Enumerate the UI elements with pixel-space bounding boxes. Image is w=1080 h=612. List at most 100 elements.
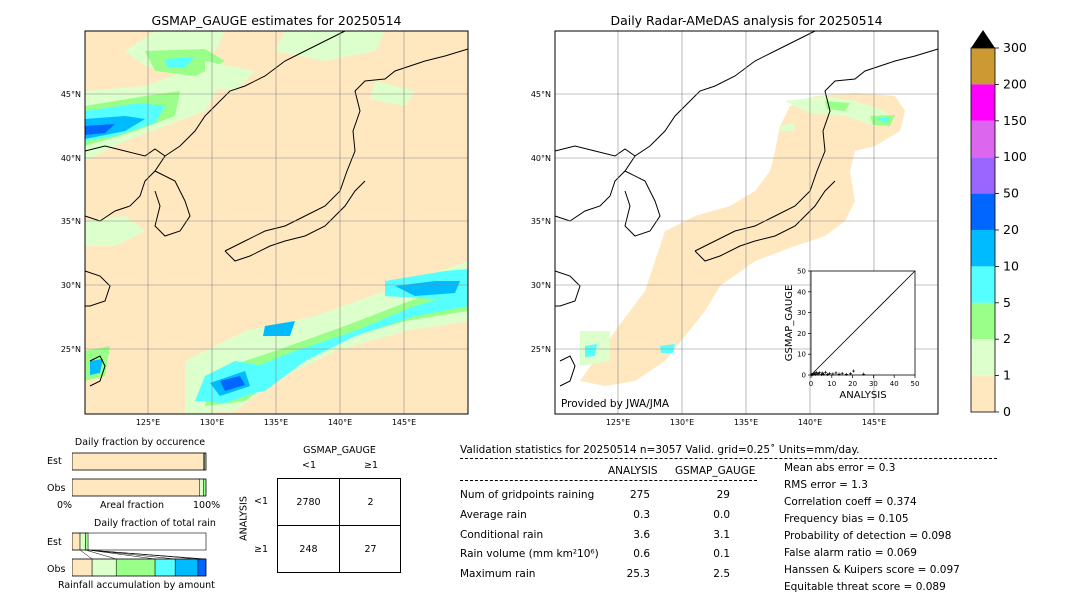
colorbar-segment (971, 120, 995, 158)
stats-row-analysis: 25.3 (626, 568, 650, 580)
contingency-cell: 27 (364, 544, 377, 555)
stats-row-gsmap: 2.5 (713, 568, 730, 580)
right-map-frame (554, 30, 939, 415)
stats-row-label: Rain volume (mm km²10⁶) (460, 548, 599, 560)
scatter-point (852, 369, 856, 373)
scatter-x-tick-label: 30 (869, 380, 878, 388)
right-map-coastlines (554, 30, 939, 387)
contingency-cell: 2780 (296, 497, 321, 508)
left-lat-label: 25°N (61, 345, 81, 354)
stats-header: Validation statistics for 20250514 n=305… (460, 444, 860, 456)
contingency-table: 2780 2 248 27 (277, 478, 401, 573)
stats-row-analysis: 3.6 (633, 529, 650, 541)
colorbar-segment (971, 157, 995, 194)
right-map-title: Daily Radar-AMeDAS analysis for 20250514 (610, 13, 883, 28)
occurrence-xlabel: Areal fraction (100, 500, 165, 511)
stats-row-label: Conditional rain (460, 529, 544, 541)
bar-connector (88, 549, 156, 560)
right-map-graticule (555, 31, 938, 414)
bar-connector (88, 549, 207, 560)
scatter-ylabel: GSMAP_GAUGE (784, 285, 795, 362)
score-line: Equitable threat score = 0.089 (784, 581, 946, 593)
right-lat-label: 35°N (531, 217, 551, 226)
stats-col-analysis: ANALYSIS (608, 465, 658, 477)
colorbar-segment (971, 84, 995, 121)
scatter-points (810, 369, 866, 377)
colorbar-tick-label: 5 (1003, 295, 1011, 310)
score-line: Probability of detection = 0.098 (784, 530, 952, 542)
score-line: Frequency bias = 0.105 (784, 513, 909, 525)
left-map-coastlines (84, 30, 469, 387)
stats-row-analysis: 275 (629, 489, 650, 501)
left-map-title: GSMAP_GAUGE estimates for 20250514 (151, 13, 402, 28)
scatter-point (834, 371, 838, 375)
total-rain-est-label: Est (47, 537, 62, 548)
colorbar-tick-label: 10 (1003, 258, 1019, 273)
left-lon-label: 145°E (392, 418, 416, 427)
stats-row-gsmap: 0.1 (713, 548, 730, 560)
left-map-graticule (85, 31, 468, 414)
right-lat-label: 25°N (531, 345, 551, 354)
total-rain-bars (72, 532, 207, 577)
scatter-point (813, 372, 817, 376)
left-lon-label: 140°E (328, 418, 352, 427)
scatter-inset: 0 10 20 30 40 50 0 10 20 30 40 50 ANALYSIS GSMAP_GA… (784, 268, 920, 402)
left-map-frame (84, 30, 469, 415)
bar-segment (174, 558, 199, 577)
contingency-col-label: ≥1 (364, 460, 379, 471)
scatter-x-tick-label: 20 (848, 380, 857, 388)
scatter-y-tick-label: 40 (797, 288, 806, 296)
occurrence-est-label: Est (47, 456, 62, 467)
scatter-point (840, 371, 844, 375)
bar-segment (199, 478, 204, 497)
colorbar-segment (971, 302, 995, 340)
score-line: RMS error = 1.3 (784, 479, 868, 491)
scatter-x-tick-label: 10 (827, 380, 836, 388)
colorbar-tick-label: 300 (1003, 40, 1027, 55)
scatter-x-tick-label: 50 (911, 380, 920, 388)
scatter-y-tick-label: 20 (797, 330, 806, 338)
score-line: Hanssen & Kuipers score = 0.097 (784, 564, 960, 576)
colorbar-tick-label: 2 (1003, 331, 1011, 346)
stats-col-gsmap: GSMAP_GAUGE (675, 465, 756, 477)
colorbar-tick-label: 50 (1003, 186, 1019, 201)
right-lat-label: 30°N (531, 281, 551, 290)
left-lon-label: 125°E (136, 418, 160, 427)
stats-row-label: Maximum rain (460, 568, 536, 580)
occurrence-obs-label: Obs (47, 483, 66, 494)
bar-connector (85, 549, 117, 560)
scatter-point (844, 372, 848, 376)
bar-segment (203, 478, 207, 497)
right-lon-label: 145°E (862, 418, 886, 427)
colorbar-segment (971, 339, 995, 376)
scatter-point (831, 372, 835, 376)
colorbar-segments (970, 47, 996, 413)
total-rain-obs-label: Obs (47, 564, 66, 575)
stats-row-analysis: 0.6 (633, 548, 650, 560)
scatter-x-tick-label: 40 (890, 380, 899, 388)
scatter-point (818, 371, 822, 375)
colorbar-tick-label: 100 (1003, 149, 1027, 164)
scatter-point (828, 372, 832, 376)
right-lon-label: 125°E (606, 418, 630, 427)
scatter-xlabel: ANALYSIS (839, 390, 886, 401)
colorbar-segment (971, 266, 995, 303)
bar-segment (91, 558, 117, 577)
contingency-col-label: <1 (302, 460, 317, 471)
contingency-row-label: ≥1 (254, 544, 269, 555)
bar-segment (79, 532, 86, 551)
right-lon-label: 135°E (734, 418, 758, 427)
bar-segment (72, 452, 204, 471)
bar-segment (72, 558, 93, 577)
scatter-y-tick-label: 10 (797, 351, 806, 359)
contingency-row-header: ANALYSIS (238, 496, 250, 541)
score-line: Mean abs error = 0.3 (784, 462, 896, 474)
stats-row-gsmap: 0.0 (713, 509, 730, 521)
bar-frame (72, 478, 207, 497)
occurrence-x-left: 0% (57, 500, 73, 511)
left-lon-label: 130°E (200, 418, 224, 427)
stats-header-rule (460, 458, 997, 459)
scatter-point (862, 372, 866, 376)
contingency-cell: 2 (367, 497, 374, 508)
right-lat-label: 40°N (531, 154, 551, 163)
